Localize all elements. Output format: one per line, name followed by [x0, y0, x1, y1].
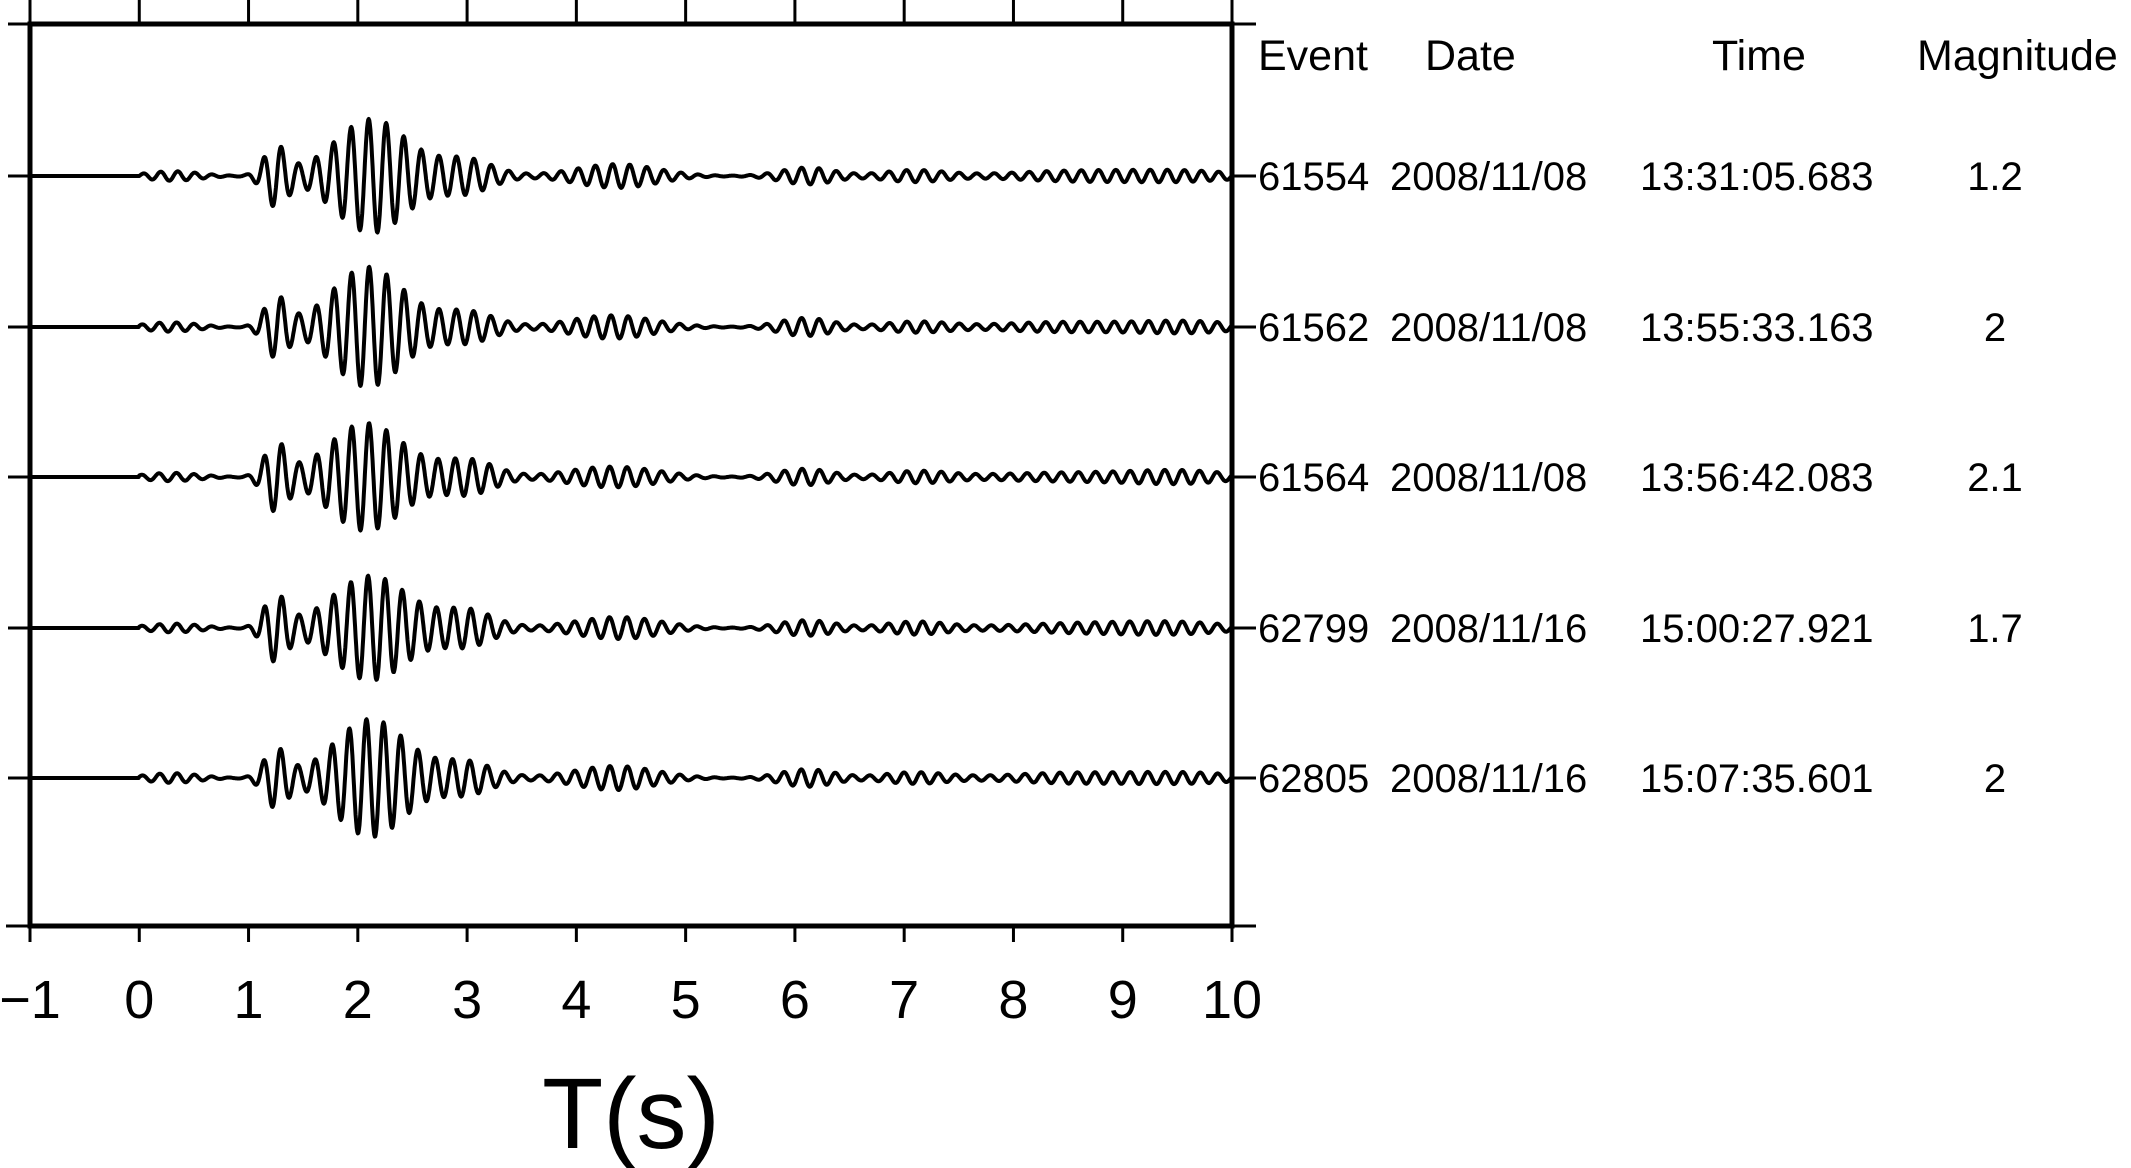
- x-tick-label: −1: [0, 970, 61, 1030]
- x-tick-label: 4: [561, 970, 591, 1030]
- axes: −1 0 1 2 3 4 5 6 7 8 9 10: [0, 0, 1262, 1030]
- table-header-date: Date: [1425, 32, 1516, 80]
- x-axis-label: T(s): [542, 1058, 720, 1168]
- table-cell-date: 2008/11/16: [1390, 607, 1587, 651]
- x-tick-label: 10: [1202, 970, 1262, 1030]
- table-cell-time: 15:07:35.601: [1640, 757, 1874, 801]
- waveform-trace-62805: [28, 717, 1234, 839]
- waveform-trace-61564: [28, 421, 1234, 533]
- table-cell-event: 61564: [1258, 456, 1369, 500]
- waveform-trace-62799: [28, 573, 1234, 682]
- x-tick-label: 3: [452, 970, 482, 1030]
- table-cell-magnitude: 2.1: [1967, 456, 2023, 500]
- x-tick-label: 5: [671, 970, 701, 1030]
- table-cell-date: 2008/11/08: [1390, 456, 1587, 500]
- x-tick-label: 0: [124, 970, 154, 1030]
- table-cell-event: 61562: [1258, 306, 1369, 350]
- x-tick-label: 7: [889, 970, 919, 1030]
- table-cell-event: 62799: [1258, 607, 1369, 651]
- x-tick-label: 8: [998, 970, 1028, 1030]
- event-table: Event Date Time Magnitude 61554 2008/11/08 13:…: [1258, 32, 2118, 801]
- table-cell-event: 62805: [1258, 757, 1369, 801]
- table-header-time: Time: [1712, 32, 1806, 80]
- table-cell-event: 61554: [1258, 155, 1369, 199]
- table-cell-time: 13:55:33.163: [1640, 306, 1874, 350]
- x-tick-label: 2: [343, 970, 373, 1030]
- table-cell-magnitude: 1.2: [1967, 155, 2023, 199]
- table-cell-date: 2008/11/08: [1390, 155, 1587, 199]
- table-cell-date: 2008/11/08: [1390, 306, 1587, 350]
- x-tick-label: 1: [234, 970, 264, 1030]
- table-cell-time: 13:31:05.683: [1640, 155, 1874, 199]
- table-cell-time: 13:56:42.083: [1640, 456, 1874, 500]
- table-header-event: Event: [1258, 32, 1368, 80]
- waveform-traces: [28, 117, 1234, 839]
- table-cell-time: 15:00:27.921: [1640, 607, 1874, 651]
- waveform-trace-61562: [28, 264, 1234, 388]
- waveform-trace-61554: [28, 117, 1234, 235]
- table-cell-date: 2008/11/16: [1390, 757, 1587, 801]
- x-tick-label: 9: [1108, 970, 1138, 1030]
- table-cell-magnitude: 1.7: [1967, 607, 2023, 651]
- x-tick-label: 6: [780, 970, 810, 1030]
- table-cell-magnitude: 2: [1984, 757, 2006, 801]
- table-cell-magnitude: 2: [1984, 306, 2006, 350]
- table-header-magnitude: Magnitude: [1917, 32, 2118, 80]
